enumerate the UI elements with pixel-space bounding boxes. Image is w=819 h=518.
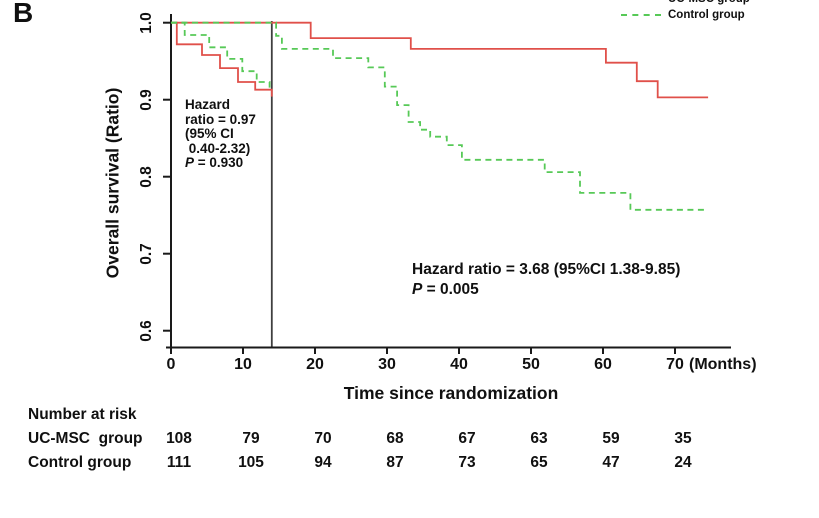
risk-value: 94 [314, 454, 332, 471]
survival-curve [171, 21, 273, 97]
risk-row-label-ucmsc: UC-MSC group [28, 430, 143, 447]
risk-value: 67 [458, 430, 476, 447]
annotation-late-line1: Hazard ratio = 3.68 (95%CI 1.38-9.85) [412, 261, 681, 278]
y-tick-label: 0.7 [138, 242, 155, 265]
y-tick-label: 0.8 [138, 165, 155, 188]
x-axis-title: Time since randomization [343, 383, 559, 403]
x-tick-label: 30 [378, 356, 396, 373]
risk-value: 59 [602, 430, 620, 447]
y-axis-title: Overall survival (Ratio) [102, 87, 123, 279]
risk-value: 70 [314, 430, 332, 447]
survival-curve [171, 21, 272, 91]
x-axis-unit-label: (Months) [689, 356, 757, 373]
risk-value: 87 [386, 454, 404, 471]
risk-value: 111 [166, 454, 192, 471]
legend-item-ucmsc: UC-MSC group [621, 0, 750, 5]
legend-label-ucmsc: UC-MSC group [668, 0, 750, 5]
risk-value: 47 [602, 454, 620, 471]
y-tick-label: 0.6 [138, 319, 155, 342]
annotation-hazard-ratio-late: Hazard ratio = 3.68 (95%CI 1.38-9.85) P … [412, 260, 680, 299]
x-tick-label: 20 [306, 356, 324, 373]
risk-table-title: Number at risk [28, 406, 137, 423]
x-tick-label: 60 [594, 356, 612, 373]
risk-value: 63 [530, 430, 548, 447]
annotation-late-p-value: = 0.005 [422, 280, 479, 298]
annotation-hazard-ratio-early: Hazard ratio = 0.97 (95% CI 0.40-2.32) P… [185, 97, 256, 171]
panel-label: B [13, 0, 34, 28]
annotation-early-p-value: = 0.930 [194, 155, 244, 171]
x-tick-label: 40 [450, 356, 468, 373]
annotation-early-body: Hazard ratio = 0.97 (95% CI 0.40-2.32) [185, 97, 256, 156]
y-tick-label: 1.0 [138, 11, 155, 34]
x-tick-label: 50 [522, 356, 540, 373]
survival-curve [171, 21, 709, 99]
legend-item-control: Control group [621, 9, 745, 21]
risk-value: 35 [674, 430, 692, 447]
risk-value: 24 [674, 454, 692, 471]
y-tick-label: 0.9 [138, 88, 155, 111]
annotation-late-p: P [412, 280, 423, 298]
risk-value: 68 [386, 430, 404, 447]
x-tick-label: 10 [234, 356, 252, 373]
risk-value: 73 [458, 454, 476, 471]
survival-curve [171, 21, 706, 211]
risk-value: 105 [238, 454, 264, 471]
x-tick-label: 0 [166, 356, 176, 373]
risk-value: 65 [530, 454, 548, 471]
control-line-sample [621, 14, 661, 16]
annotation-early-p: P [185, 155, 195, 171]
risk-row-label-control: Control group [28, 454, 132, 471]
x-tick-label: 70 [666, 356, 684, 373]
risk-value: 108 [166, 430, 192, 447]
risk-value: 79 [242, 430, 260, 447]
legend-label-control: Control group [668, 9, 745, 21]
